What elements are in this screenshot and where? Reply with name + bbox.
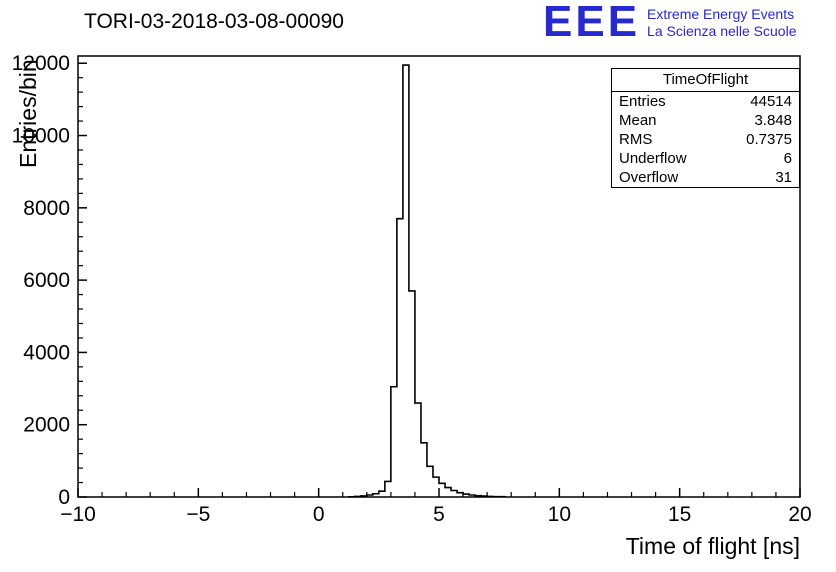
eee-logo-line2: La Scienza nelle Scuole xyxy=(647,23,797,39)
stats-label: Underflow xyxy=(619,150,687,167)
stats-row-underflow: Underflow 6 xyxy=(612,149,799,168)
x-axis-tick-label: 10 xyxy=(548,503,571,526)
x-axis-title: Time of flight [ns] xyxy=(625,533,800,559)
stats-box: TimeOfFlight Entries 44514 Mean 3.848 RM… xyxy=(611,68,800,188)
stats-row-mean: Mean 3.848 xyxy=(612,111,799,130)
y-axis-tick-label: 8000 xyxy=(23,197,70,220)
stats-row-overflow: Overflow 31 xyxy=(612,168,799,187)
stats-row-entries: Entries 44514 xyxy=(612,92,799,111)
x-axis-tick-label: 0 xyxy=(313,503,325,526)
x-axis-tick-label: 15 xyxy=(668,503,691,526)
stats-value: 31 xyxy=(775,169,792,186)
y-axis-tick-label: 12000 xyxy=(12,52,70,75)
x-axis-tick-label: 5 xyxy=(433,503,445,526)
eee-logo: EEE Extreme Energy Events La Scienza nel… xyxy=(543,0,796,46)
x-axis-tick-label: 20 xyxy=(788,503,811,526)
stats-row-rms: RMS 0.7375 xyxy=(612,130,799,149)
y-axis-title: Entries/bin xyxy=(15,59,41,168)
histogram-step-line xyxy=(347,64,506,498)
eee-logo-line1: Extreme Energy Events xyxy=(647,6,795,22)
stats-value: 0.7375 xyxy=(746,131,792,148)
x-axis-tick-label: −5 xyxy=(186,503,210,526)
y-axis-tick-label: 0 xyxy=(58,486,70,509)
page-title: TORI-03-2018-03-08-00090 xyxy=(84,10,344,33)
eee-logo-text: EEE xyxy=(543,0,641,46)
stats-box-title: TimeOfFlight xyxy=(612,69,799,92)
x-axis-tick-label: −10 xyxy=(60,503,96,526)
y-axis-tick-label: 10000 xyxy=(12,125,70,148)
stats-label: Mean xyxy=(619,112,657,129)
stats-value: 3.848 xyxy=(754,112,792,129)
stats-value: 44514 xyxy=(750,93,792,110)
stats-label: Overflow xyxy=(619,169,679,186)
y-axis-tick-label: 2000 xyxy=(23,414,70,437)
stats-label: RMS xyxy=(619,131,653,148)
y-axis-tick-label: 6000 xyxy=(23,269,70,292)
stats-value: 6 xyxy=(783,150,792,167)
eee-logo-subtitle: Extreme Energy Events La Scienza nelle S… xyxy=(647,6,796,40)
y-axis-tick-label: 4000 xyxy=(23,341,70,364)
stats-label: Entries xyxy=(619,93,666,110)
